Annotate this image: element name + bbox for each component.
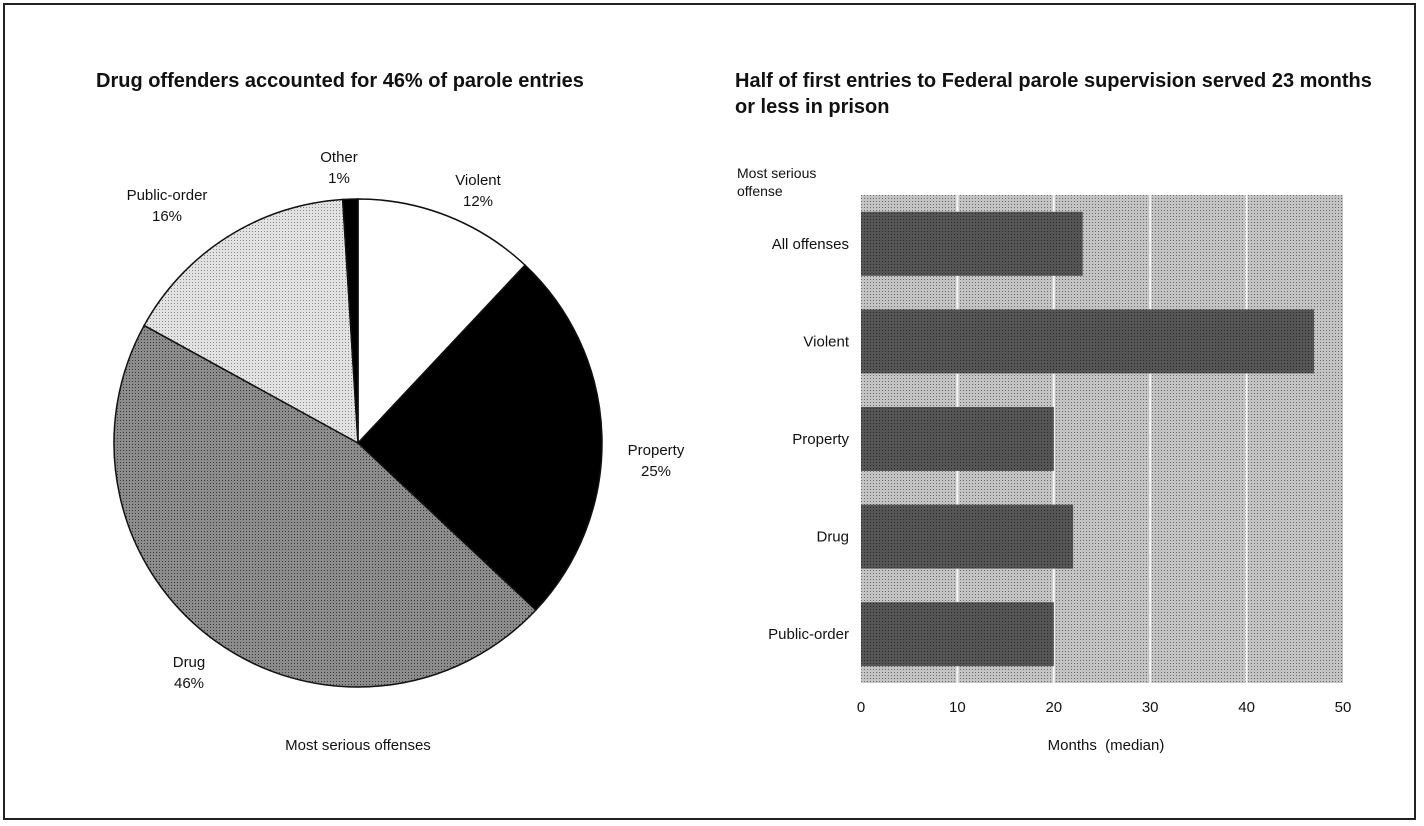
x-tick-label: 40 (1238, 699, 1255, 716)
pie-label-public-order: Public-order 16% (127, 187, 208, 225)
pie-label-other: Other 1% (320, 149, 358, 187)
pie-slice-other (341, 198, 359, 444)
x-tick-label: 0 (857, 699, 865, 716)
x-tick-label: 20 (1045, 699, 1062, 716)
pie-label-property: Property 25% (628, 442, 685, 480)
pie-label-drug: Drug 46% (173, 654, 206, 692)
pie-slice-violent (357, 198, 527, 445)
bar-all-offenses (861, 211, 1083, 276)
pie-axis-label: Most serious offenses (285, 737, 431, 754)
category-label: Public-order (768, 626, 849, 643)
pie-slice-property (356, 264, 603, 612)
bar-category-axis-title: Most serious offense (737, 165, 820, 199)
bar-x-axis-label: Months (median) (1048, 737, 1165, 754)
bar-property (861, 407, 1054, 471)
x-tick-label: 30 (1142, 699, 1159, 716)
pie-slice-drug (113, 324, 537, 688)
pie-chart-title: Drug offenders accounted for 46% of paro… (96, 70, 584, 92)
bar-chart-title: Half of first entries to Federal parole … (735, 70, 1372, 118)
x-tick-label: 10 (949, 699, 966, 716)
x-tick-label: 50 (1335, 699, 1352, 716)
bar-public-order (861, 602, 1054, 667)
category-label: Violent (803, 333, 849, 350)
pie-label-violent: Violent 12% (455, 172, 501, 210)
category-label: Drug (816, 529, 849, 546)
bar-violent (861, 309, 1315, 374)
figure-frame (3, 3, 1416, 820)
category-label: All offenses (772, 236, 849, 253)
category-label: Property (792, 431, 849, 448)
bar-drug (861, 504, 1074, 569)
pie-slice-public-order (143, 198, 359, 445)
